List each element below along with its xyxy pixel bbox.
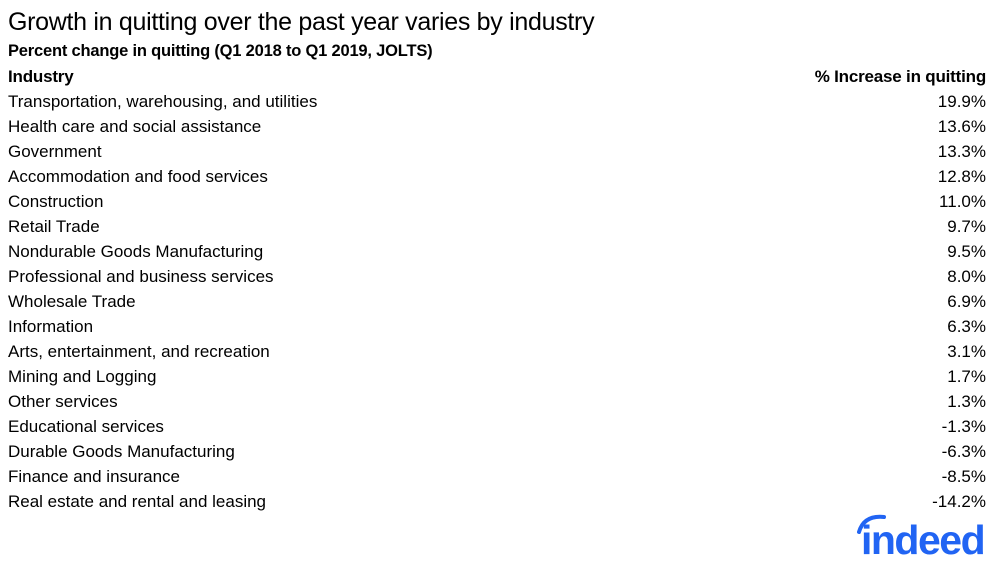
table-row: Durable Goods Manufacturing -6.3% [8, 439, 986, 464]
value-cell: 6.3% [947, 317, 986, 336]
value-cell: 19.9% [937, 92, 986, 111]
indeed-logo: indeed [857, 514, 986, 559]
value-cell: 3.1% [947, 342, 986, 361]
column-header-value: % Increase in quitting [814, 67, 986, 86]
industry-cell: Information [8, 317, 94, 336]
industry-cell: Health care and social assistance [8, 117, 262, 136]
industry-cell: Other services [8, 392, 118, 411]
value-cell: 1.7% [947, 367, 986, 386]
table-row: Health care and social assistance 13.6% [8, 114, 986, 139]
value-cell: 8.0% [947, 267, 986, 286]
table-row: Finance and insurance -8.5% [8, 464, 986, 489]
industry-cell: Nondurable Goods Manufacturing [8, 242, 264, 261]
industry-cell: Wholesale Trade [8, 292, 136, 311]
indeed-logo-wordmark: indeed [861, 517, 984, 559]
table-header-row: Industry % Increase in quitting [8, 64, 986, 89]
table-row: Other services 1.3% [8, 389, 986, 414]
industry-cell: Arts, entertainment, and recreation [8, 342, 270, 361]
value-cell: -14.2% [932, 492, 986, 511]
value-cell: 13.6% [937, 117, 986, 136]
page-subtitle: Percent change in quitting (Q1 2018 to Q… [8, 42, 433, 60]
industry-cell: Construction [8, 192, 104, 211]
page-title: Growth in quitting over the past year va… [8, 8, 595, 36]
value-cell: 12.8% [937, 167, 986, 186]
industry-cell: Professional and business services [8, 267, 274, 286]
value-cell: 1.3% [947, 392, 986, 411]
industry-cell: Retail Trade [8, 217, 100, 236]
table-row: Wholesale Trade 6.9% [8, 289, 986, 314]
industry-quitting-table: Industry % Increase in quitting Transpor… [8, 64, 986, 514]
table-row: Transportation, warehousing, and utiliti… [8, 89, 986, 114]
industry-cell: Mining and Logging [8, 367, 157, 386]
table-row: Nondurable Goods Manufacturing 9.5% [8, 239, 986, 264]
table-row: Real estate and rental and leasing -14.2… [8, 489, 986, 514]
industry-cell: Educational services [8, 417, 164, 436]
table-row: Government 13.3% [8, 139, 986, 164]
table-header: Industry % Increase in quitting [8, 64, 986, 89]
table-row: Information 6.3% [8, 314, 986, 339]
table-body: Transportation, warehousing, and utiliti… [8, 89, 986, 514]
industry-cell: Government [8, 142, 102, 161]
industry-cell: Accommodation and food services [8, 167, 268, 186]
table-row: Arts, entertainment, and recreation 3.1% [8, 339, 986, 364]
table-row: Accommodation and food services 12.8% [8, 164, 986, 189]
value-cell: 9.7% [947, 217, 986, 236]
table-row: Mining and Logging 1.7% [8, 364, 986, 389]
table-row: Educational services -1.3% [8, 414, 986, 439]
table-row: Retail Trade 9.7% [8, 214, 986, 239]
value-cell: 9.5% [947, 242, 986, 261]
industry-cell: Transportation, warehousing, and utiliti… [8, 92, 318, 111]
table-row: Construction 11.0% [8, 189, 986, 214]
industry-cell: Durable Goods Manufacturing [8, 442, 235, 461]
value-cell: -8.5% [941, 467, 986, 486]
value-cell: 6.9% [947, 292, 986, 311]
industry-cell: Real estate and rental and leasing [8, 492, 267, 511]
value-cell: 13.3% [937, 142, 986, 161]
value-cell: -1.3% [941, 417, 986, 436]
indeed-logo-swoosh-icon [857, 514, 886, 534]
column-header-industry: Industry [8, 67, 74, 86]
table-row: Professional and business services 8.0% [8, 264, 986, 289]
value-cell: -6.3% [941, 442, 986, 461]
industry-cell: Finance and insurance [8, 467, 181, 486]
value-cell: 11.0% [939, 192, 986, 211]
